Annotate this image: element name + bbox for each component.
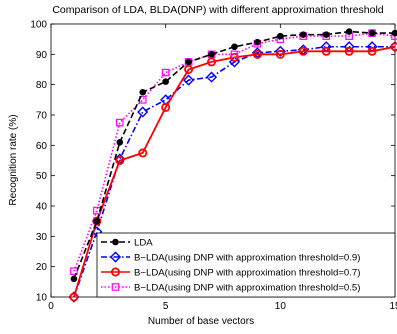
data-point (391, 29, 397, 37)
legend: LDA B−LDA(using DNP with approximation th… (96, 232, 396, 298)
data-point (275, 49, 285, 59)
data-point (184, 65, 194, 75)
legend-marker (111, 283, 120, 291)
data-point (299, 31, 307, 38)
y-tick-label: 50 (36, 171, 48, 182)
data-point (252, 49, 262, 59)
data-point (254, 38, 261, 46)
data-point (185, 58, 192, 66)
data-point (230, 50, 239, 59)
y-tick-label: 20 (36, 262, 48, 273)
legend-marker (109, 251, 122, 263)
legend-marker (112, 238, 119, 246)
y-tick-label: 60 (36, 141, 48, 152)
data-point (116, 139, 124, 146)
legend-label: B−LDA(using DNP with approximation thres… (134, 253, 360, 264)
data-point (321, 46, 331, 56)
series-line (73, 32, 396, 272)
x-tick-label: 0 (48, 301, 54, 312)
data-point (367, 46, 377, 56)
y-tick-label: 40 (36, 202, 48, 213)
chart-title: Comparison of LDA, BLDA(DNP) with differ… (52, 4, 383, 16)
data-point (70, 267, 78, 276)
data-point (390, 42, 397, 52)
series-line (73, 45, 395, 298)
y-tick-label: 80 (36, 80, 48, 91)
data-point (298, 46, 308, 56)
legend-box (96, 232, 396, 298)
data-point (322, 31, 330, 38)
legend-label: B−LDA(using DNP with approximation thres… (134, 268, 360, 279)
legend-label: LDA (134, 238, 153, 249)
data-point (345, 28, 353, 35)
x-axis-label: Number of base vectors (148, 316, 254, 327)
data-point (70, 275, 78, 283)
data-point (115, 118, 124, 127)
data-point (277, 32, 284, 40)
data-point (183, 74, 195, 86)
data-point (231, 43, 238, 51)
y-axis: 10 20 30 40 50 60 70 80 90 100 (30, 20, 395, 304)
legend-marker (111, 267, 121, 277)
legend-label: B−LDA(using DNP with approximation thres… (134, 283, 360, 294)
data-point (139, 88, 147, 96)
data-point (344, 46, 354, 56)
series-layer (68, 28, 397, 303)
x-tick-label: 15 (389, 301, 397, 312)
data-point (274, 45, 286, 57)
data-point (115, 155, 125, 165)
data-point (161, 102, 171, 112)
x-tick-label: 10 (275, 301, 287, 312)
series-0 (70, 28, 397, 283)
data-point (162, 78, 169, 85)
y-tick-label: 90 (36, 50, 48, 61)
y-axis-label: Recognition rate (%) (8, 114, 19, 205)
data-point (205, 71, 218, 83)
data-point (161, 68, 170, 77)
data-point (138, 148, 148, 158)
x-tick-label: 5 (163, 301, 169, 312)
data-point (368, 29, 376, 37)
data-point (137, 106, 149, 118)
series-line (73, 30, 395, 280)
y-tick-label: 70 (36, 111, 48, 122)
data-point (207, 57, 217, 67)
data-point (208, 51, 215, 58)
data-point (93, 217, 101, 225)
y-tick-label: 10 (36, 293, 48, 304)
data-point (69, 292, 79, 302)
y-tick-label: 100 (30, 20, 47, 31)
y-tick-label: 30 (36, 232, 48, 243)
